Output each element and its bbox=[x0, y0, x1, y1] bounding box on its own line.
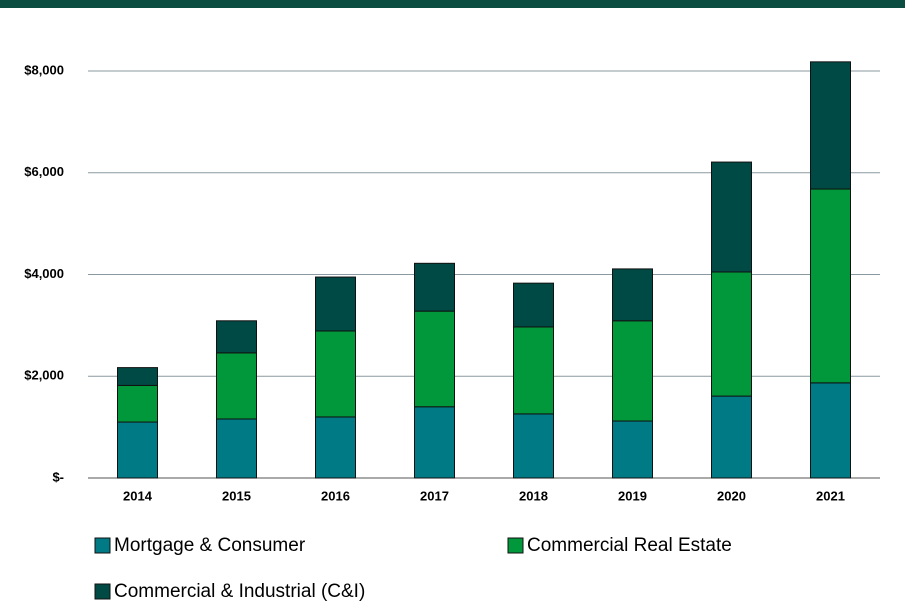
bar-segment bbox=[612, 420, 653, 479]
bar-segment bbox=[612, 268, 653, 322]
bar-segment bbox=[414, 310, 455, 408]
bar-segment bbox=[612, 320, 653, 422]
x-tick-label: 2017 bbox=[420, 488, 449, 503]
x-tick-label: 2018 bbox=[519, 488, 548, 503]
bar-segment bbox=[810, 382, 851, 479]
x-tick-label: 2016 bbox=[321, 488, 350, 503]
bar-segment bbox=[513, 413, 554, 479]
x-tick-label: 2019 bbox=[618, 488, 647, 503]
legend-swatch bbox=[507, 537, 524, 554]
bar-segment bbox=[216, 418, 257, 479]
bar-segment bbox=[711, 161, 752, 273]
bar-segment bbox=[117, 384, 158, 423]
x-tick-label: 2015 bbox=[222, 488, 251, 503]
bar-segment bbox=[414, 262, 455, 312]
bar-segment bbox=[810, 61, 851, 190]
y-tick-label: $8,000 bbox=[24, 62, 64, 77]
bar-segment bbox=[216, 352, 257, 420]
bar-segment bbox=[414, 406, 455, 479]
x-tick-label: 2021 bbox=[816, 488, 845, 503]
legend-swatch bbox=[94, 537, 111, 554]
legend-swatch bbox=[94, 583, 111, 600]
bar-segment bbox=[513, 326, 554, 415]
legend-label: Mortgage & Consumer bbox=[114, 535, 306, 556]
bar-segment bbox=[117, 367, 158, 386]
bar-segment bbox=[315, 416, 356, 479]
y-tick-label: $- bbox=[52, 469, 64, 484]
bar-segment bbox=[711, 395, 752, 479]
bar-segment bbox=[216, 320, 257, 354]
bar-segment bbox=[513, 282, 554, 328]
bar-segment bbox=[315, 276, 356, 332]
y-tick-label: $6,000 bbox=[24, 164, 64, 179]
y-tick-label: $4,000 bbox=[24, 266, 64, 281]
bar-segment bbox=[810, 188, 851, 384]
top-band bbox=[0, 0, 905, 8]
x-tick-label: 2020 bbox=[717, 488, 746, 503]
bar-segment bbox=[711, 271, 752, 397]
bar-segment bbox=[315, 330, 356, 418]
bar-segment bbox=[117, 421, 158, 479]
legend-label: Commercial Real Estate bbox=[527, 535, 732, 556]
y-tick-label: $2,000 bbox=[24, 368, 64, 383]
legend-label: Commercial & Industrial (C&I) bbox=[114, 581, 365, 602]
x-tick-label: 2014 bbox=[123, 488, 153, 503]
